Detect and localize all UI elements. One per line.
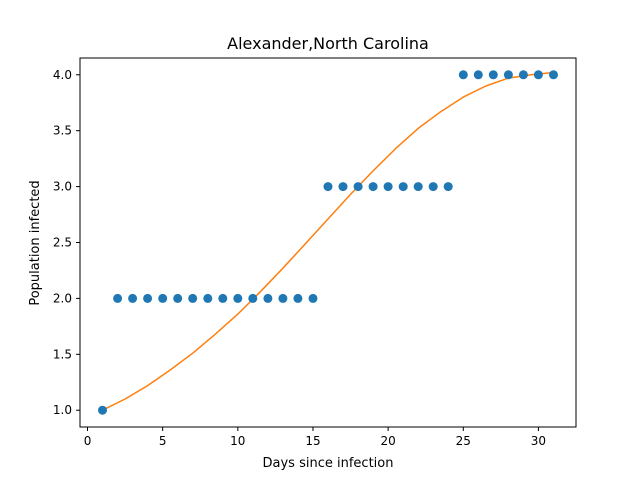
data-point (473, 70, 483, 80)
data-point (518, 70, 528, 80)
data-point (203, 293, 213, 303)
y-axis-label: Population infected (28, 180, 43, 305)
x-tick-label: 30 (531, 434, 546, 448)
data-point (293, 293, 303, 303)
x-axis-label: Days since infection (263, 456, 394, 471)
y-tick-label: 1.0 (53, 403, 72, 417)
data-point (308, 293, 318, 303)
data-point (368, 182, 378, 192)
data-point (263, 293, 273, 303)
y-tick-label: 4.0 (53, 68, 72, 82)
data-point (353, 182, 363, 192)
data-point (188, 293, 198, 303)
data-point (278, 293, 288, 303)
data-point (398, 182, 408, 192)
fit-line (102, 71, 554, 411)
y-tick-label: 2.5 (53, 236, 72, 250)
data-point (128, 293, 138, 303)
data-point (233, 293, 243, 303)
y-tick-label: 3.5 (53, 124, 72, 138)
data-point (218, 293, 228, 303)
x-tick-label: 15 (305, 434, 320, 448)
data-point (413, 182, 423, 192)
y-tick-label: 1.5 (53, 347, 72, 361)
data-point (428, 182, 438, 192)
plot-area: 0 5 10 15 20 25 30 1.0 1.5 2.0 2.5 3.0 3.5 4.0 (53, 57, 577, 448)
data-point (549, 70, 558, 80)
data-point (383, 182, 393, 192)
x-tick-label: 5 (159, 434, 167, 448)
x-tick-label: 10 (230, 434, 245, 448)
data-point (503, 70, 513, 80)
data-point (323, 182, 333, 192)
data-point (158, 293, 168, 303)
data-point (443, 182, 453, 192)
data-point (173, 293, 183, 303)
x-tick-label: 25 (456, 434, 471, 448)
data-point (488, 70, 498, 80)
y-tick-label: 3.0 (53, 180, 72, 194)
data-point (143, 293, 153, 303)
chart-title: Alexander,North Carolina (227, 34, 429, 53)
data-point (533, 70, 543, 80)
x-tick-label: 0 (84, 434, 92, 448)
plot-frame (79, 57, 577, 428)
data-point (248, 293, 258, 303)
data-point (458, 70, 468, 80)
x-tick-label: 20 (380, 434, 395, 448)
y-tick-label: 2.0 (53, 291, 72, 305)
data-point (98, 405, 107, 415)
data-point (338, 182, 348, 192)
data-point (113, 293, 123, 303)
